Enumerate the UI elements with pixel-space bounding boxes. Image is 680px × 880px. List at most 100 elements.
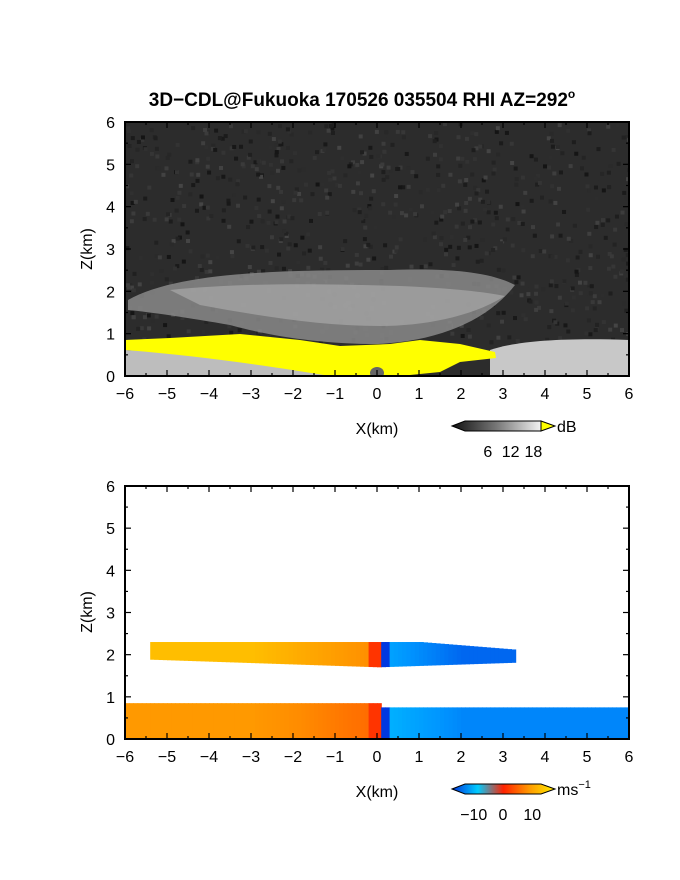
velocity-cell <box>477 646 483 664</box>
noise-pixel <box>149 280 154 285</box>
velocity-cell <box>280 703 286 739</box>
noise-pixel <box>479 258 484 263</box>
velocity-cell <box>322 642 328 666</box>
noise-pixel <box>537 305 542 310</box>
noise-pixel <box>607 251 612 256</box>
noise-pixel <box>274 266 279 271</box>
velocity-cell <box>557 707 563 739</box>
velocity-cell <box>284 642 290 665</box>
noise-pixel <box>608 327 613 332</box>
noise-pixel <box>376 154 381 159</box>
noise-pixel <box>594 196 599 201</box>
noise-pixel <box>288 269 293 274</box>
noise-pixel <box>587 131 592 136</box>
noise-pixel <box>125 283 130 288</box>
noise-pixel <box>277 252 282 257</box>
noise-pixel <box>574 269 579 274</box>
noise-pixel <box>443 210 448 215</box>
noise-pixel <box>521 209 526 214</box>
noise-pixel <box>388 210 393 215</box>
noise-pixel <box>549 131 554 136</box>
noise-pixel <box>496 311 501 316</box>
noise-pixel <box>436 188 441 193</box>
velocity-cell <box>393 707 399 739</box>
noise-pixel <box>539 195 544 200</box>
noise-pixel <box>514 182 519 187</box>
noise-pixel <box>459 323 464 328</box>
noise-pixel <box>204 319 209 324</box>
velocity-cell <box>507 707 512 739</box>
noise-pixel <box>603 235 608 240</box>
noise-pixel <box>502 237 507 242</box>
noise-pixel <box>195 160 200 165</box>
velocity-cell <box>230 642 235 663</box>
noise-pixel <box>362 151 367 156</box>
velocity-cell <box>171 642 176 661</box>
noise-pixel <box>281 199 286 204</box>
noise-pixel <box>623 247 628 252</box>
velocity-cell <box>473 646 479 665</box>
noise-pixel <box>460 156 465 161</box>
noise-pixel <box>399 211 404 216</box>
noise-pixel <box>486 210 491 215</box>
noise-pixel <box>442 122 447 127</box>
velocity-cell <box>360 703 365 739</box>
noise-pixel <box>287 214 292 219</box>
noise-pixel <box>194 276 199 281</box>
noise-pixel <box>410 170 415 175</box>
velocity-cell <box>301 642 307 665</box>
noise-pixel <box>514 280 519 285</box>
velocity-cell <box>452 644 458 665</box>
noise-pixel <box>358 134 363 139</box>
noise-pixel <box>246 155 251 160</box>
noise-pixel <box>362 237 367 242</box>
velocity-cell <box>368 642 374 668</box>
velocity-cell <box>498 707 504 739</box>
noise-pixel <box>456 245 461 250</box>
noise-pixel <box>331 130 336 135</box>
noise-pixel <box>227 324 232 329</box>
noise-pixel <box>211 143 216 148</box>
noise-pixel <box>368 145 373 150</box>
noise-pixel <box>600 222 605 227</box>
noise-pixel <box>621 301 626 306</box>
noise-pixel <box>566 128 571 133</box>
noise-pixel <box>475 259 480 264</box>
noise-pixel <box>163 323 168 328</box>
noise-pixel <box>570 286 575 291</box>
noise-pixel <box>274 220 279 225</box>
noise-pixel <box>464 200 469 205</box>
bottom-x-axis-label: X(km) <box>356 784 399 801</box>
velocity-cell <box>402 642 407 667</box>
velocity-cell <box>293 642 298 665</box>
velocity-cell <box>137 703 143 739</box>
noise-pixel <box>414 174 419 179</box>
noise-pixel <box>234 156 239 161</box>
velocity-cell <box>540 707 546 739</box>
noise-pixel <box>267 184 272 189</box>
noise-pixel <box>615 123 620 128</box>
noise-pixel <box>129 191 134 196</box>
noise-pixel <box>208 260 213 265</box>
noise-pixel <box>172 266 177 271</box>
noise-pixel <box>147 185 152 190</box>
noise-pixel <box>149 151 154 156</box>
top-x-tick-label: 4 <box>541 386 550 403</box>
noise-pixel <box>209 213 214 218</box>
noise-pixel <box>289 159 294 164</box>
noise-pixel <box>366 242 371 247</box>
velocity-cell <box>372 642 378 668</box>
noise-pixel <box>439 242 444 247</box>
velocity-cell <box>616 707 622 739</box>
noise-pixel <box>199 202 204 207</box>
noise-pixel <box>300 235 305 240</box>
velocity-cell <box>330 703 336 739</box>
noise-pixel <box>174 170 179 175</box>
noise-pixel <box>284 233 289 238</box>
noise-pixel <box>493 246 498 251</box>
velocity-cell <box>234 703 239 739</box>
top-x-tick-label: 5 <box>583 386 592 403</box>
velocity-cell <box>238 703 244 739</box>
velocity-cell <box>389 707 395 739</box>
velocity-cell <box>150 703 155 739</box>
